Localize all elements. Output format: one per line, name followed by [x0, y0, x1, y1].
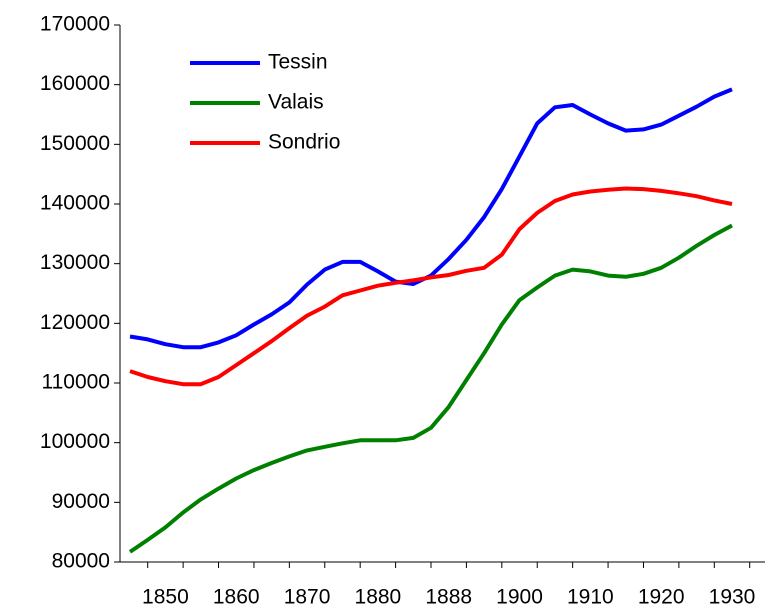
y-tick-label: 80000 [52, 550, 110, 573]
line-series [129, 87, 733, 350]
legend-label: Sondrio [268, 131, 340, 154]
x-tick-label: 1870 [284, 586, 331, 609]
legend-label: Tessin [268, 51, 328, 74]
line-series [128, 223, 733, 554]
y-tick-label: 110000 [41, 371, 110, 394]
x-tick-label: 1910 [567, 586, 614, 609]
y-tick-label: 160000 [40, 72, 110, 95]
x-tick-label: 1860 [213, 586, 260, 609]
x-tick-label: 1888 [425, 586, 472, 609]
x-tick-label: 1930 [709, 586, 756, 609]
x-tick-label: 1880 [355, 586, 402, 609]
x-tick-label: 1850 [142, 586, 189, 609]
y-tick-label: 130000 [40, 251, 110, 274]
x-tick-label: 1920 [638, 586, 685, 609]
y-tick-label: 90000 [52, 490, 110, 513]
legend-label: Valais [268, 91, 324, 114]
y-tick-label: 150000 [40, 132, 110, 155]
x-tick-label: 1900 [496, 586, 543, 609]
y-tick-label: 120000 [40, 311, 110, 334]
y-tick-label: 170000 [40, 13, 110, 36]
y-tick-label: 100000 [40, 430, 110, 453]
y-tick-label: 140000 [40, 192, 110, 215]
line-series [129, 186, 733, 387]
